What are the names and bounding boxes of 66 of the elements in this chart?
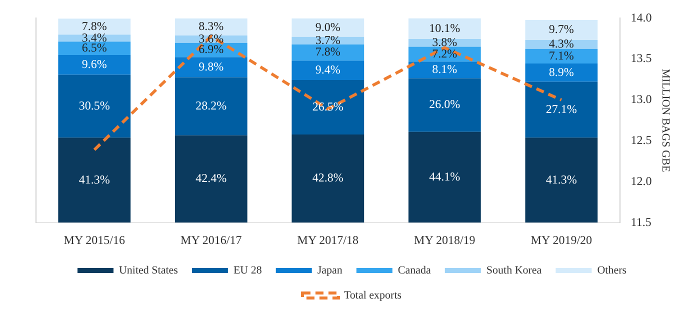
bar <box>408 132 481 223</box>
data-label: 9.8% <box>198 59 224 74</box>
y2-tick-label: 12.5 <box>630 132 652 147</box>
data-label: 8.3% <box>198 19 224 34</box>
x-tick-label: MY 2016/17 <box>180 232 242 247</box>
bar <box>58 42 131 56</box>
bar <box>408 18 481 39</box>
bar <box>58 138 131 223</box>
y2-tick-label: 13.5 <box>630 51 652 66</box>
x-tick-label: MY 2017/18 <box>297 232 359 247</box>
bar <box>174 57 248 78</box>
bar <box>58 18 131 35</box>
bar <box>525 20 598 40</box>
data-label: 26.0% <box>429 97 460 112</box>
bar <box>525 82 598 138</box>
legend-label: Japan <box>317 264 343 276</box>
data-label: 9.7% <box>548 22 574 36</box>
data-label: 6.9% <box>198 42 224 56</box>
data-label: 42.8% <box>312 170 344 185</box>
data-label: 7.8% <box>82 18 107 33</box>
y2-tick-label: 13.0 <box>630 92 652 106</box>
bar <box>408 62 481 78</box>
bar <box>292 80 364 134</box>
x-tick-label: MY 2015/16 <box>64 232 125 247</box>
x-tick-label: MY 2018/19 <box>414 232 476 247</box>
bar <box>292 18 364 37</box>
bar <box>292 60 364 80</box>
data-label: 3.7% <box>315 32 340 47</box>
data-label: 9.6% <box>82 57 107 72</box>
data-label: 8.1% <box>432 62 458 76</box>
bar <box>58 55 131 75</box>
bar <box>174 77 248 136</box>
data-label: 8.9% <box>548 64 574 79</box>
bar <box>174 135 248 223</box>
data-label: 41.3% <box>546 172 577 186</box>
y2-tick-label: 14.0 <box>630 10 652 24</box>
legend-label: South Korea <box>486 264 542 276</box>
bar <box>292 44 364 61</box>
bar <box>292 134 364 223</box>
data-label: 9.0% <box>315 20 340 34</box>
data-label: 42.4% <box>196 171 227 186</box>
y2-tick-label: 11.5 <box>630 214 652 229</box>
bar <box>525 63 598 82</box>
y2-tick-label: 12.0 <box>630 174 652 188</box>
bar <box>408 78 481 132</box>
data-label: 9.4% <box>315 62 340 76</box>
data-label: 41.3% <box>78 172 110 186</box>
data-label: 10.1% <box>429 20 460 35</box>
legend-label: United States <box>118 264 178 276</box>
legend-label: Canada <box>398 264 432 276</box>
data-label: 44.1% <box>429 169 460 184</box>
data-label: 7.8% <box>315 44 340 59</box>
bar <box>58 74 131 138</box>
data-label: 28.2% <box>196 98 227 112</box>
legend-label: Total exports <box>344 289 402 302</box>
data-label: 7.1% <box>548 48 574 62</box>
legend-label: Others <box>597 264 627 276</box>
y2-axis-title: MILLION BAGS GBE <box>660 68 672 172</box>
x-tick-label: MY 2019/20 <box>530 232 592 247</box>
data-label: 30.5% <box>78 98 110 112</box>
bar <box>525 48 598 64</box>
bar <box>525 138 598 223</box>
bar <box>174 18 248 36</box>
data-label: 27.1% <box>546 102 577 116</box>
data-label: 4.3% <box>548 36 574 51</box>
legend-label: EU 28 <box>233 264 262 276</box>
